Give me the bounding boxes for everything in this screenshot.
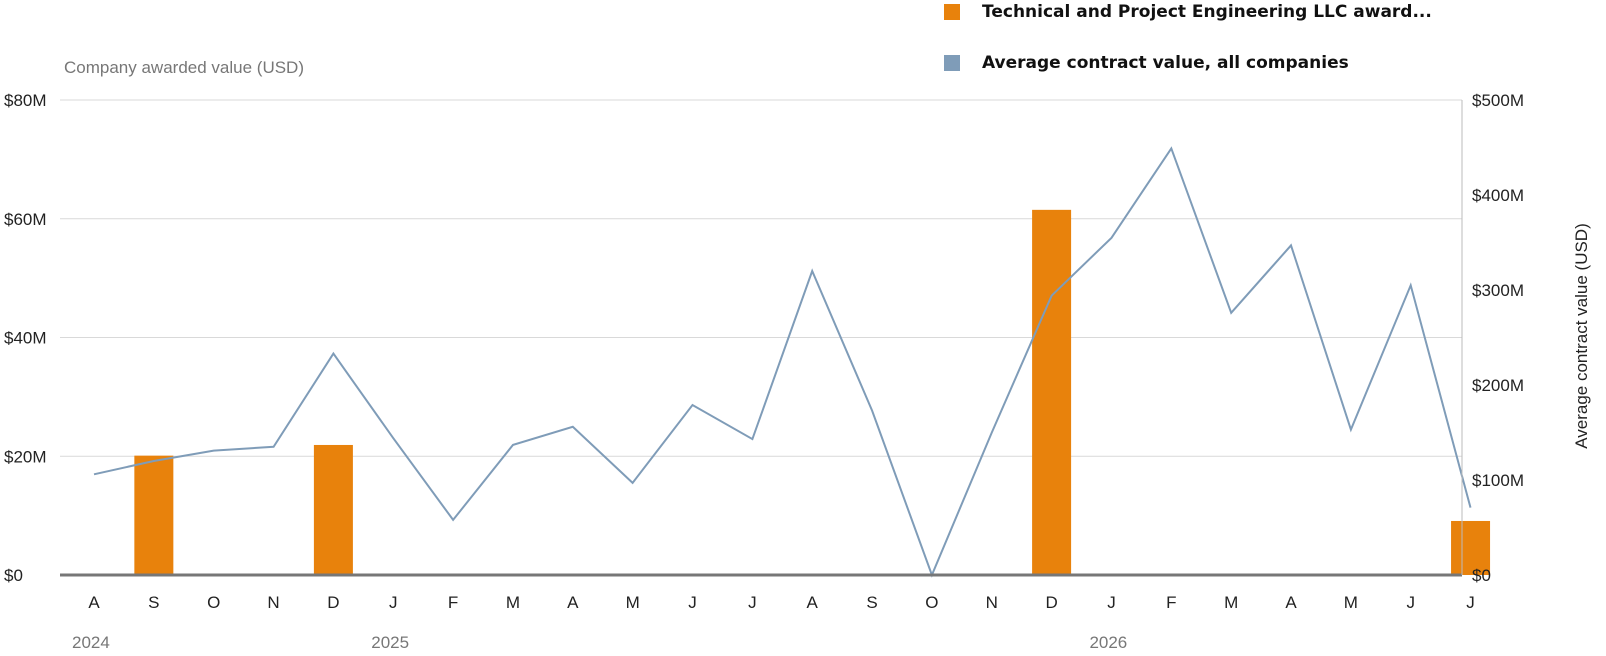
year-label-1: 2025 [371,633,409,652]
x-tick-label-8: A [567,593,579,612]
x-tick-label-22: J [1406,593,1415,612]
x-axis-year-labels: 2024 2025 2026 [72,633,1127,652]
legend-label-line: Average contract value, all companies [982,53,1349,73]
bar-4 [313,444,353,575]
left-tick-label-3: $60M [4,210,47,229]
x-tick-label-11: J [748,593,757,612]
x-tick-label-13: S [866,593,877,612]
x-tick-label-16: D [1045,593,1057,612]
x-tick-label-0: A [88,593,100,612]
right-tick-label-1: $100M [1472,471,1524,490]
left-axis-title: Company awarded value (USD) [64,58,304,77]
x-tick-label-14: O [925,593,938,612]
x-tick-label-9: M [626,593,640,612]
x-tick-label-19: M [1224,593,1238,612]
right-tick-label-4: $400M [1472,186,1524,205]
left-axis-ticks: $0 $20M $40M $60M $80M [4,91,47,585]
x-tick-label-4: D [327,593,339,612]
right-tick-label-3: $300M [1472,281,1524,300]
x-tick-label-23: J [1466,593,1475,612]
legend-swatch-line [944,55,960,71]
x-tick-label-1: S [148,593,159,612]
left-tick-label-2: $40M [4,329,47,348]
gridlines [60,99,1462,457]
legend-label-bar: Technical and Project Engineering LLC aw… [982,2,1432,22]
x-tick-label-5: J [389,593,398,612]
legend-swatch-bar [944,4,960,20]
legend-item-bar[interactable]: Technical and Project Engineering LLC aw… [944,0,1432,24]
x-tick-label-17: J [1107,593,1116,612]
right-axis-ticks: $0 $100M $200M $300M $400M $500M [1472,91,1524,585]
bar-1 [134,455,174,575]
x-tick-label-7: M [506,593,520,612]
x-tick-label-18: F [1166,593,1176,612]
legend: Technical and Project Engineering LLC aw… [944,0,1432,102]
right-tick-label-5: $500M [1472,91,1524,110]
series-line [93,146,1472,578]
right-axis-title: Average contract value (USD) [1572,223,1591,449]
x-tick-label-20: A [1285,593,1297,612]
line-series [93,146,1472,578]
left-tick-label-1: $20M [4,447,47,466]
right-tick-label-2: $200M [1472,376,1524,395]
year-label-0: 2024 [72,633,110,652]
year-label-2: 2026 [1089,633,1127,652]
x-tick-label-2: O [207,593,220,612]
left-tick-label-0: $0 [4,566,23,585]
x-tick-label-6: F [448,593,458,612]
x-tick-label-21: M [1344,593,1358,612]
axes [60,100,1463,577]
x-tick-label-10: J [688,593,697,612]
legend-item-line[interactable]: Average contract value, all companies [944,51,1432,75]
left-tick-label-4: $80M [4,91,47,110]
x-tick-label-12: A [807,593,819,612]
bar-series [134,209,1491,575]
x-tick-label-15: N [986,593,998,612]
x-tick-label-3: N [267,593,279,612]
bar-23 [1451,520,1491,575]
bar-16 [1032,209,1072,575]
right-tick-label-0: $0 [1472,566,1491,585]
